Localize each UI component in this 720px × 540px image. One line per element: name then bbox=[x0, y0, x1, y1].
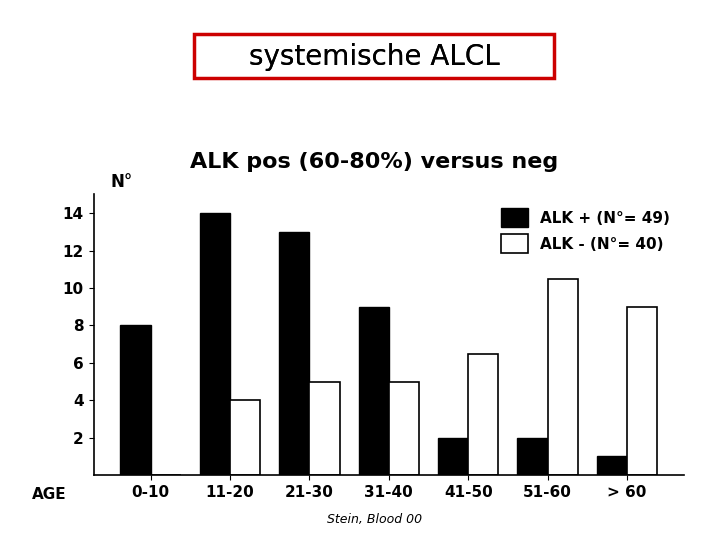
Bar bbox=[120, 326, 150, 475]
Bar bbox=[200, 213, 230, 475]
Text: systemische ALCL: systemische ALCL bbox=[249, 43, 500, 71]
Text: AGE: AGE bbox=[32, 487, 67, 502]
Bar bbox=[518, 438, 548, 475]
Bar bbox=[468, 354, 498, 475]
Bar bbox=[438, 438, 468, 475]
Legend: ALK + (N°= 49), ALK - (N°= 40): ALK + (N°= 49), ALK - (N°= 40) bbox=[495, 202, 676, 259]
Text: ALK pos (60-80%) versus neg: ALK pos (60-80%) versus neg bbox=[190, 152, 559, 172]
Bar bbox=[279, 232, 310, 475]
Bar bbox=[548, 279, 577, 475]
Text: systemische ALCL: systemische ALCL bbox=[249, 43, 500, 71]
Bar bbox=[597, 456, 627, 475]
Text: N°: N° bbox=[111, 173, 133, 191]
Bar bbox=[359, 307, 389, 475]
Bar bbox=[310, 382, 340, 475]
Bar bbox=[627, 307, 657, 475]
Bar bbox=[389, 382, 419, 475]
Bar bbox=[230, 400, 260, 475]
Text: Stein, Blood 00: Stein, Blood 00 bbox=[327, 514, 422, 526]
